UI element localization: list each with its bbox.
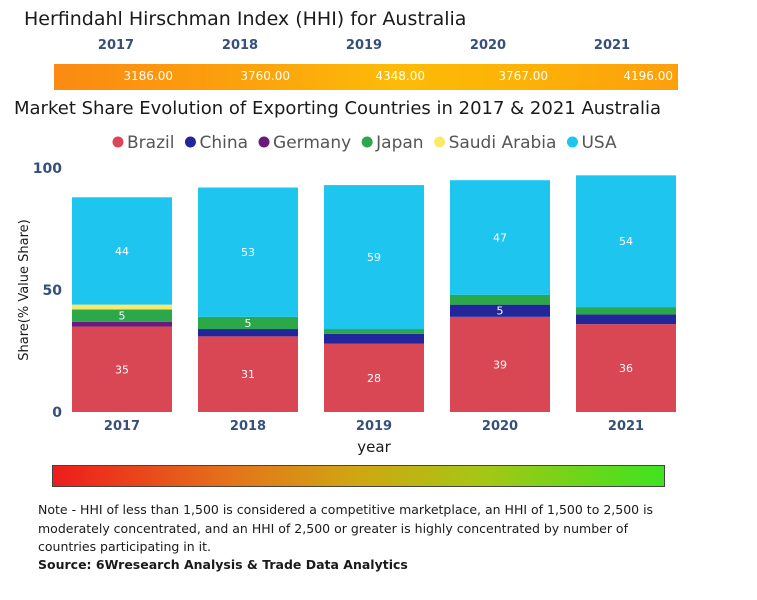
hhi-year: 2019 — [345, 38, 383, 53]
bar-segment — [72, 197, 172, 305]
hhi-year: 2020 — [469, 38, 507, 53]
bar-segment — [576, 175, 676, 308]
stacked-bar-chart: Brazil China Germany Japan Saudi Arabia USA 0 5… — [17, 133, 676, 456]
bar-segment — [450, 304, 550, 317]
bar-segment — [198, 187, 298, 317]
legend-marker — [112, 136, 124, 148]
x-tick-label: 2019 — [356, 419, 392, 434]
y-tick-label: 100 — [33, 161, 62, 177]
bar-segment — [324, 185, 424, 330]
data-label: 35 — [115, 363, 129, 376]
data-label: 44 — [115, 245, 129, 258]
hhi-title: Herfindahl Hirschman Index (HHI) for Aus… — [24, 8, 467, 30]
data-label: 5 — [497, 305, 504, 318]
legend-marker — [184, 136, 196, 148]
legend-marker — [434, 136, 446, 148]
bar-segment — [72, 309, 172, 322]
legend-label: Germany — [273, 133, 351, 153]
bar-segment — [198, 316, 298, 330]
legend-marker — [361, 136, 373, 148]
hhi-scale-gradient — [52, 465, 665, 487]
data-label: 47 — [493, 232, 507, 245]
bar-segment — [324, 329, 424, 334]
bar-segment — [576, 307, 676, 315]
x-tick-label: 2017 — [104, 419, 140, 434]
bar-segment — [576, 314, 676, 325]
bar-segment — [72, 326, 172, 412]
data-label: 53 — [241, 246, 255, 259]
x-tick-label: 2020 — [482, 419, 518, 434]
chart-title: Market Share Evolution of Exporting Coun… — [14, 98, 662, 119]
y-axis-label: Share(% Value Share) — [17, 219, 32, 361]
x-tick-label: 2018 — [230, 419, 266, 434]
data-label: 59 — [367, 251, 381, 264]
data-label: 28 — [367, 372, 381, 385]
data-label: 39 — [493, 358, 507, 371]
hhi-value: 4348.00 — [375, 69, 425, 83]
data-label: 31 — [241, 368, 255, 381]
note-text: Note - HHI of less than 1,500 is conside… — [38, 502, 654, 554]
legend-label: Brazil — [127, 133, 174, 153]
hhi-value: 3767.00 — [498, 69, 548, 83]
hhi-year: 2021 — [593, 38, 631, 53]
bar-segment — [576, 324, 676, 412]
legend-marker — [566, 136, 578, 148]
data-label: 5 — [245, 317, 252, 330]
bar-segment — [450, 180, 550, 295]
legend-label: China — [199, 133, 248, 153]
x-tick-label: 2021 — [608, 419, 644, 434]
bar-segment — [324, 343, 424, 412]
hhi-year-row: 2017 2018 2019 2020 2021 — [54, 38, 678, 56]
data-label: 36 — [619, 362, 633, 375]
legend-label: USA — [581, 133, 617, 153]
x-axis-label: year — [357, 438, 391, 456]
hhi-year: 2017 — [97, 38, 135, 53]
bar-segment — [198, 329, 298, 337]
bar-segment — [450, 316, 550, 412]
hhi-value: 4196.00 — [623, 69, 673, 83]
bar-segment — [72, 304, 172, 310]
bar-segment — [450, 294, 550, 305]
legend-label: Japan — [375, 133, 423, 153]
bar-segment — [324, 333, 424, 344]
bar-segment — [198, 336, 298, 412]
source-text: Source: 6Wresearch Analysis & Trade Data… — [38, 557, 408, 572]
hhi-value: 3186.00 — [123, 69, 173, 83]
hhi-value-bar: 3186.00 3760.00 4348.00 3767.00 4196.00 — [54, 64, 678, 90]
bar-segment — [72, 321, 172, 327]
data-label: 5 — [119, 310, 126, 323]
y-tick-label: 50 — [43, 283, 63, 299]
hhi-year: 2018 — [221, 38, 259, 53]
legend-label: Saudi Arabia — [449, 133, 557, 153]
data-label: 54 — [619, 235, 633, 248]
hhi-value: 3760.00 — [240, 69, 290, 83]
legend-marker — [258, 136, 270, 148]
y-tick-label: 0 — [52, 405, 62, 421]
